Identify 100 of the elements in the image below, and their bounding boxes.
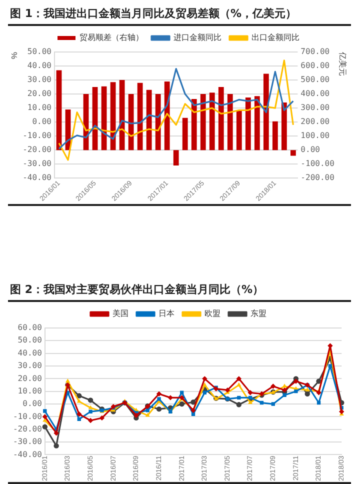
y-tick-label: -20.00 [12,424,42,434]
chart-title: 图 1：我国进出口金额当月同比及贸易差额（%，亿美元） [8,6,351,26]
point [88,398,94,403]
point [88,410,92,414]
bar [290,150,296,156]
y2-tick-label: 500.00 [300,75,330,84]
y-tick-label: -40.00 [22,173,52,182]
legend-label: 贸易顺差（右轴） [80,33,144,42]
bar [227,94,233,150]
point [99,415,105,421]
point [304,391,310,396]
point [43,409,47,413]
point [88,405,93,410]
y-tick-label: 0.00 [22,399,42,408]
y-tick-label: -10.00 [22,131,52,140]
y-tick-label: -20.00 [22,145,52,154]
point [248,390,253,396]
y-tick-label: 40.00 [27,61,52,70]
point [76,412,82,417]
point [316,378,322,384]
bar [137,82,143,150]
bar [182,118,188,150]
point [180,390,184,394]
point [282,393,286,397]
y-tick-label: 10.00 [18,386,42,396]
point [88,418,94,424]
bar [146,90,152,150]
point [282,384,287,388]
legend-label: 欧盟 [204,309,220,318]
point [202,390,206,394]
legend-label: 日本 [158,309,174,318]
point [190,400,196,405]
point [270,384,276,389]
point [224,387,230,393]
bar [272,121,278,150]
bar [200,94,206,150]
point [76,393,82,398]
y2-tick-label: 200.00 [300,117,330,126]
bar [128,94,134,150]
y2-tick-label: 0.00 [300,145,320,154]
y-tick-label: 20.00 [18,374,42,383]
y2-tick-label: 700.00 [300,47,330,56]
y2-tick-label: 300.00 [300,103,330,112]
bar [281,102,287,150]
point [260,400,264,405]
point [293,378,299,384]
y-axis-title: % [10,52,20,60]
point [42,414,48,420]
point [339,409,344,414]
point [236,376,242,382]
y2-tick-label: -200.00 [300,173,335,182]
point [65,378,70,383]
y2-tick-label: 100.00 [300,131,330,140]
bar [173,150,179,166]
point [248,400,253,404]
y-tick-label: 30.00 [18,361,42,370]
legend-label: 出口金额同比 [252,33,300,42]
bar [119,80,125,150]
y-tick-label: 20.00 [27,89,52,98]
point [156,391,162,396]
point [54,430,59,436]
bar [155,94,161,150]
point [316,400,321,405]
y-tick-label: -30.00 [12,437,42,446]
bar [236,110,242,150]
legend-label: 进口金额同比 [174,33,222,42]
y-tick-label: 50.00 [27,47,52,56]
y-tick-label: -10.00 [12,412,42,421]
point [76,398,82,403]
bar [209,92,215,150]
bar [56,70,62,150]
point [202,382,207,386]
point [156,406,162,412]
point [236,402,242,408]
point [294,390,298,394]
y2-tick-label: -100.00 [300,159,335,168]
bar [218,87,224,150]
y2-axis-title: 亿美元 [338,51,347,76]
point [42,424,48,430]
legend-label: 东盟 [250,309,266,318]
point [316,390,322,396]
y-tick-label: -40.00 [12,450,42,459]
point [134,412,139,418]
point [271,402,275,406]
y-tick-label: 60.00 [18,323,42,332]
y-tick-label: -30.00 [22,159,52,168]
point [179,401,184,407]
bar [263,74,269,150]
legend-label: 美国 [112,309,128,318]
y-tick-label: 40.00 [18,348,42,358]
point [305,387,310,392]
y-tick-label: 50.00 [18,336,42,345]
point [54,443,59,448]
bar [191,98,197,150]
bar [245,98,251,150]
chart-title: 图 2：我国对主要贸易伙伴出口金额当月同比（%） [8,282,351,302]
y-tick-label: 0.00 [32,117,52,126]
y-tick-label: 30.00 [27,75,52,84]
bar [254,96,260,150]
y-tick-label: 10.00 [27,103,52,112]
